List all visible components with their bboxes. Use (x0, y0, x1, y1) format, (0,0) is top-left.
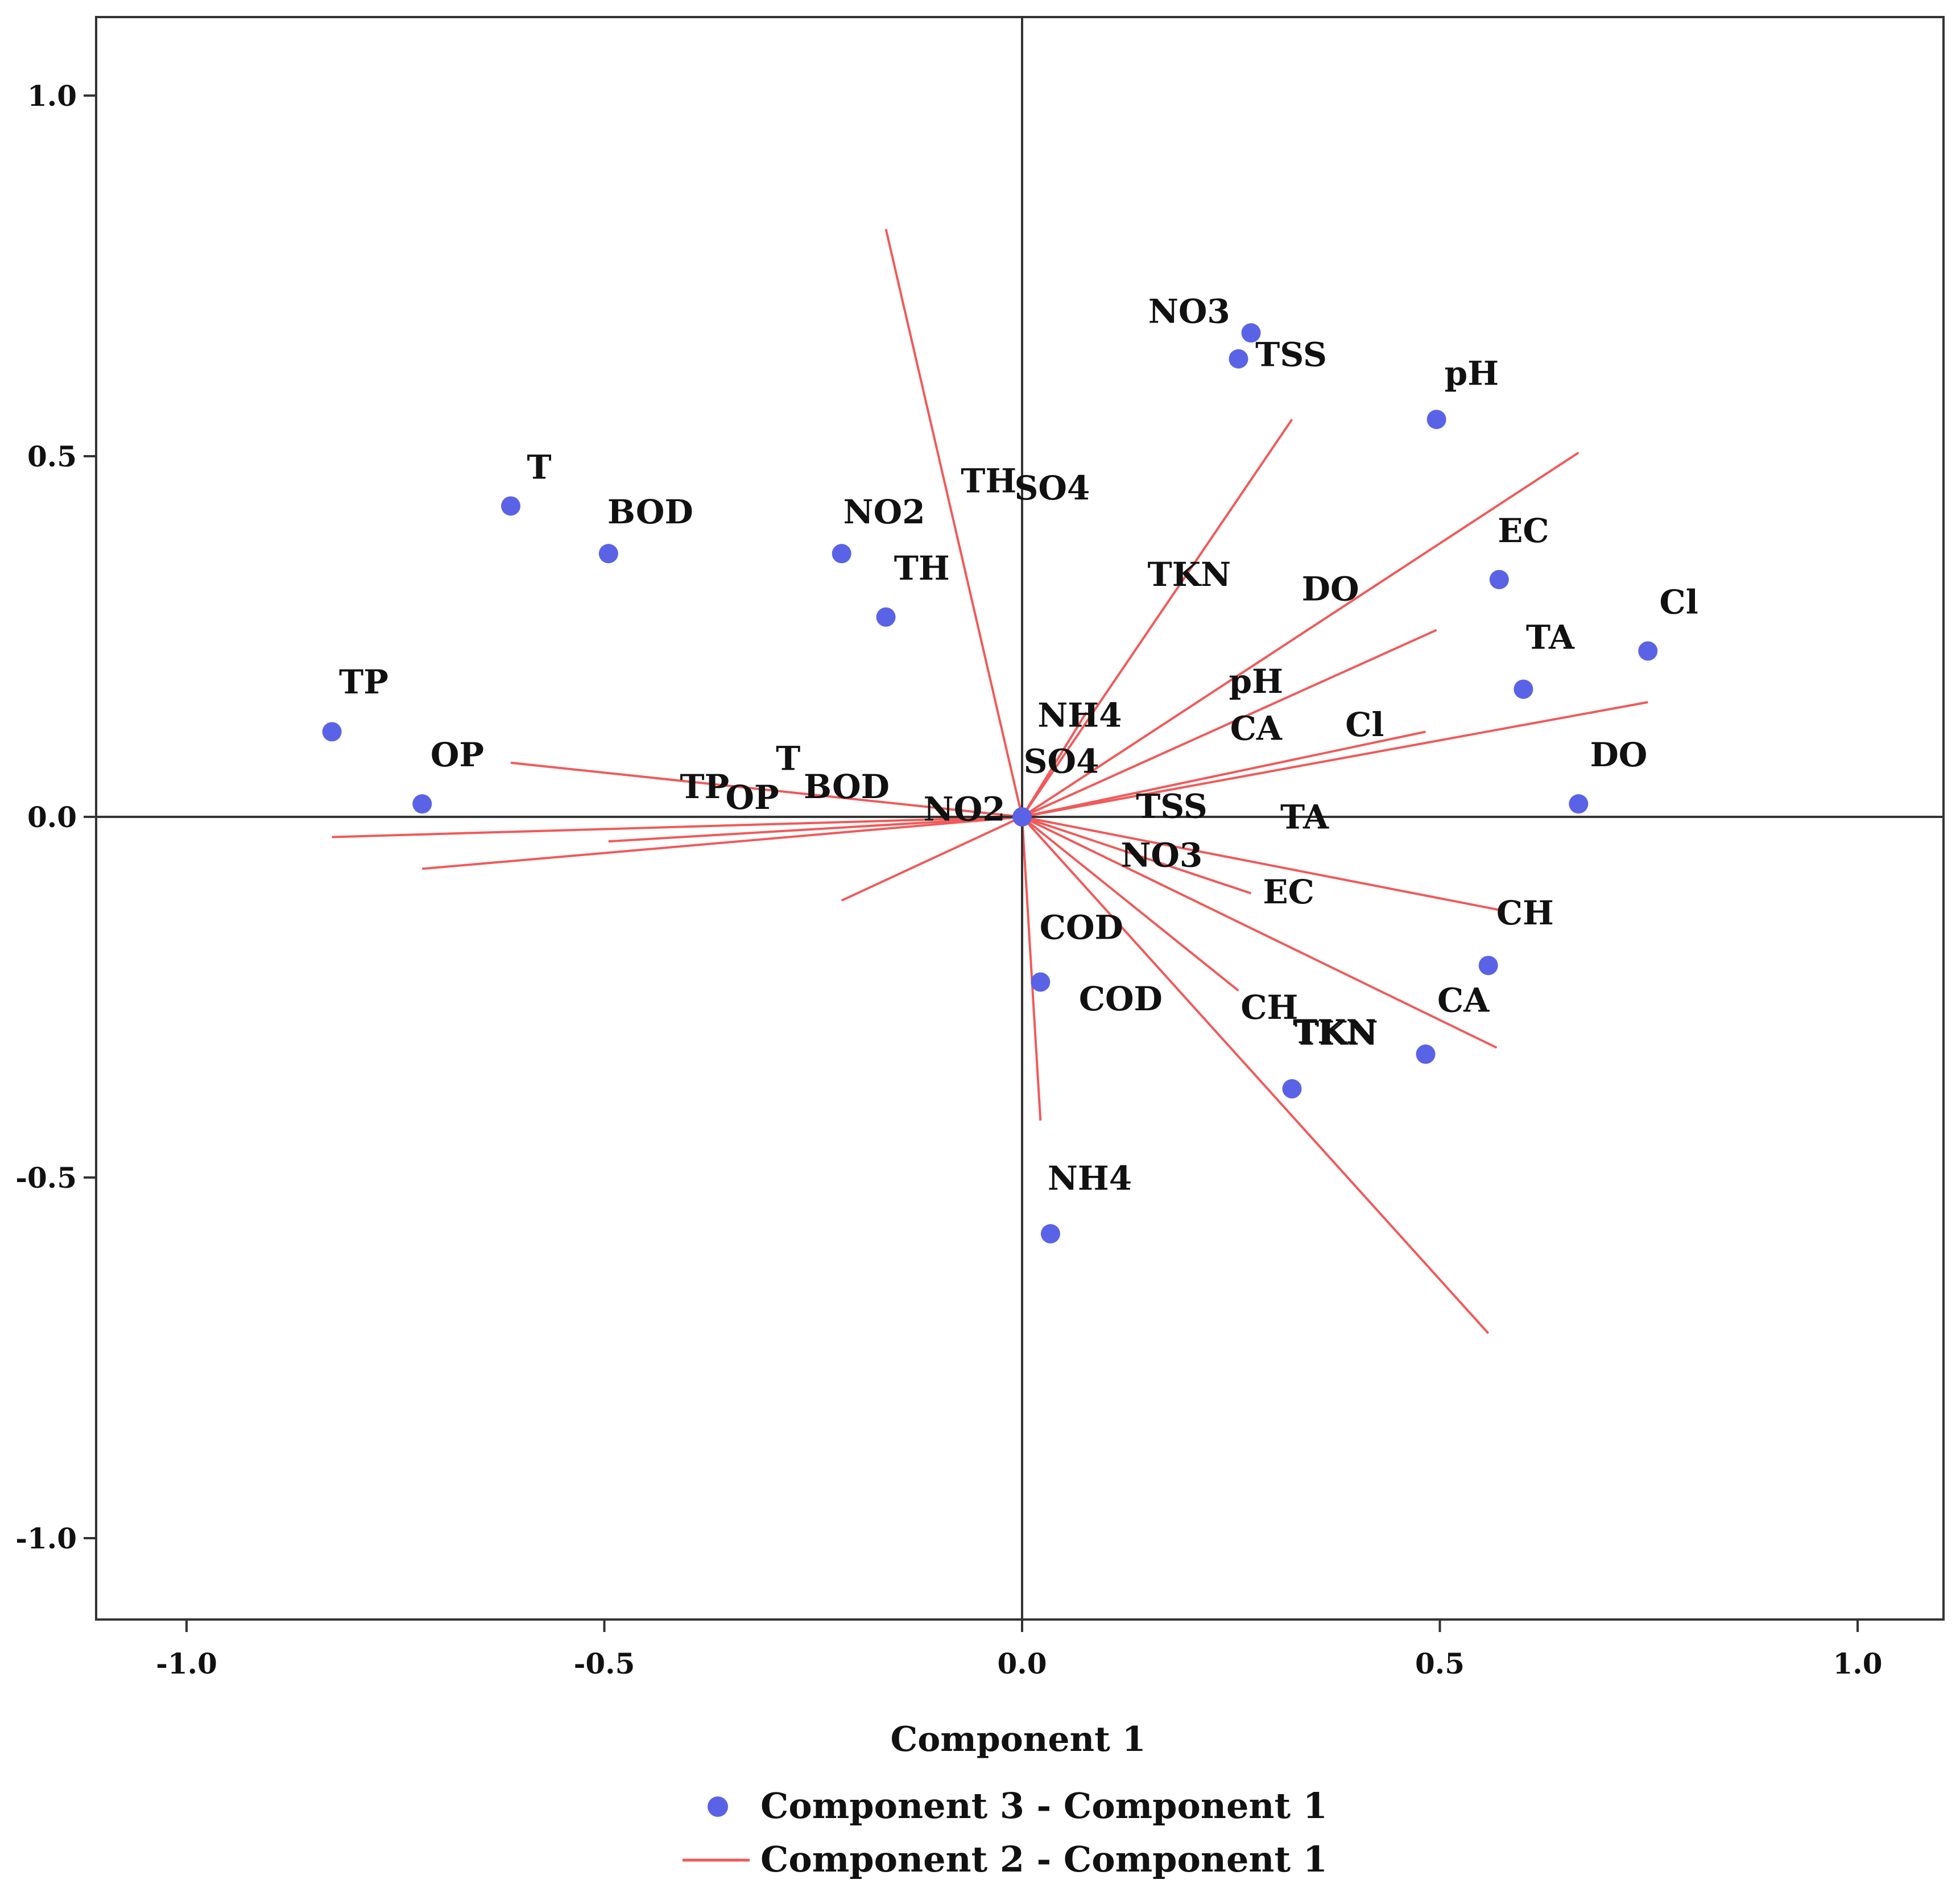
vector-label-tkn: TKN (1148, 555, 1231, 594)
point-label-op: OP (431, 736, 484, 774)
vector-label-no3: NO3 (1120, 836, 1202, 874)
vector-label-ch: CH (1240, 988, 1298, 1027)
data-point-tss (1229, 349, 1248, 369)
vectors-layer (332, 229, 1648, 1335)
point-label-ph: pH (1445, 354, 1499, 393)
vector-line-tkn (1021, 816, 1490, 1335)
vector-label-ec: EC (1263, 873, 1314, 911)
vector-line-nh4 (1021, 816, 1042, 1121)
legend-marker-points (708, 1796, 728, 1817)
y-tick-label: 0.5 (27, 440, 77, 473)
y-tick-label: -1.0 (15, 1522, 77, 1555)
vector-line-no2 (841, 816, 1023, 902)
vector-line-th (884, 229, 1023, 817)
vector-line-no3 (1021, 816, 1239, 992)
x-tick-label: 0.0 (998, 1647, 1047, 1680)
point-label-no3: NO3 (1148, 292, 1230, 330)
data-point-op (412, 794, 432, 814)
vector-label-ph: pH (1229, 662, 1283, 701)
vector-line-ta (1022, 701, 1648, 818)
vector-line-t (422, 816, 1023, 870)
x-tick-label: -0.5 (574, 1647, 635, 1680)
y-tick-label: 1.0 (27, 79, 77, 113)
x-tick-label: -1.0 (156, 1647, 217, 1680)
point-label-bod: BOD (607, 493, 693, 531)
vector-label-tss: TSS (1136, 787, 1208, 825)
y-tick-label: -0.5 (15, 1161, 77, 1195)
x-tick-label: 1.0 (1833, 1647, 1883, 1680)
data-point-ch (1478, 956, 1498, 976)
vector-line-tp (332, 816, 1023, 838)
vector-label-t: T (776, 739, 800, 778)
data-point-nh4 (1040, 1224, 1060, 1243)
point-label-t: T (527, 448, 551, 486)
vector-line-do (1021, 451, 1579, 818)
vector-label-do: DO (1302, 570, 1359, 609)
point-label-cod: COD (1079, 980, 1163, 1018)
vector-label-op: OP (725, 778, 779, 817)
legend-label-points: Component 3 - Component 1 (760, 1785, 1328, 1827)
vector-label-so4: SO4 (1024, 742, 1099, 781)
vector-line-ca (1022, 816, 1498, 1049)
point-label-cod: COD (1040, 908, 1123, 947)
vector-label-tp: TP (680, 767, 729, 806)
vector-label-nh4: NH4 (1037, 696, 1122, 735)
vector-line-bod (608, 816, 1023, 843)
vector-label-bod: BOD (804, 767, 890, 806)
vector-label-tkn: TKN (1293, 1013, 1376, 1051)
data-point-ec (1489, 569, 1509, 589)
data-point-t (501, 496, 520, 516)
vector-label-th: TH (961, 461, 1016, 500)
vector-line-op (510, 761, 1023, 818)
data-point-ta (1514, 679, 1533, 699)
vector-label-cl: Cl (1345, 705, 1384, 744)
y-tick-label: 0.0 (27, 800, 77, 834)
point-label-tkn: TKN (1295, 1014, 1378, 1053)
vector-label-so4: SO4 (1015, 469, 1090, 507)
point-label-th: TH (894, 549, 950, 588)
vector-label-ta: TA (1280, 798, 1329, 836)
data-point-no2 (832, 544, 851, 564)
data-point-cod (1031, 972, 1051, 992)
data-point-do (1569, 794, 1589, 814)
data-point-ca (1416, 1044, 1436, 1064)
data-point-bod (598, 544, 618, 564)
point-label-ca: CA (1437, 981, 1490, 1019)
legend-label-vectors: Component 2 - Component 1 (760, 1839, 1328, 1880)
vector-line-tss (1021, 419, 1293, 818)
point-label-cl: Cl (1660, 582, 1698, 621)
y-axis-ticks: 1.0 0.5 0.0 -0.5 -1.0 (15, 79, 96, 1555)
vector-label-no2: NO2 (924, 790, 1006, 828)
point-label-ec: EC (1498, 511, 1549, 550)
data-point-no3 (1241, 323, 1261, 343)
point-label-ta: TA (1526, 618, 1575, 657)
vector-line-cl (1022, 730, 1426, 818)
data-point-tp (322, 722, 342, 742)
data-point-ph (1426, 410, 1446, 429)
point-label-tp: TP (339, 663, 388, 701)
vector-line-ch (1022, 816, 1500, 911)
x-axis-title: Component 1 (890, 1720, 1146, 1759)
vector-label-ca: CA (1230, 709, 1283, 747)
point-label-do: DO (1590, 736, 1647, 774)
vector-line-ec (1022, 816, 1252, 895)
point-label-tss: TSS (1255, 336, 1327, 374)
vector-line-ph (1022, 629, 1437, 818)
vector-line-nh4 (1021, 712, 1087, 818)
data-point-tkn (1282, 1079, 1302, 1099)
point-label-nh4: NH4 (1048, 1159, 1132, 1198)
data-point-th (876, 607, 896, 627)
x-axis-ticks: -1.0 -0.5 0.0 0.5 1.0 (156, 1620, 1883, 1680)
data-point-so4 (1012, 807, 1032, 827)
points-layer (322, 323, 1658, 1243)
x-tick-label: 0.5 (1415, 1647, 1465, 1680)
legend: Component 3 - Component 1 Component 2 - … (683, 1785, 1328, 1880)
point-label-ch: CH (1496, 894, 1554, 932)
data-point-cl (1638, 641, 1658, 661)
point-label-no2: NO2 (843, 493, 925, 531)
